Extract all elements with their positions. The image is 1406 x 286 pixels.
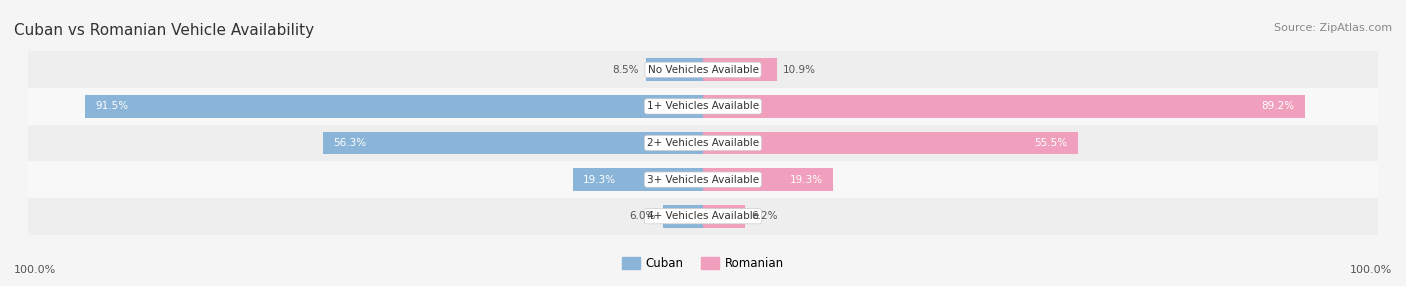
Text: No Vehicles Available: No Vehicles Available: [648, 65, 758, 75]
Bar: [703, 205, 745, 228]
Legend: Cuban, Romanian: Cuban, Romanian: [617, 252, 789, 274]
Text: 19.3%: 19.3%: [583, 175, 616, 184]
Bar: [703, 58, 776, 81]
Text: 6.2%: 6.2%: [752, 211, 778, 221]
Text: Cuban vs Romanian Vehicle Availability: Cuban vs Romanian Vehicle Availability: [14, 23, 314, 38]
Bar: [703, 132, 1077, 154]
Bar: [645, 58, 703, 81]
Text: 100.0%: 100.0%: [14, 265, 56, 275]
Bar: [28, 161, 1378, 198]
Text: 100.0%: 100.0%: [1350, 265, 1392, 275]
Text: 19.3%: 19.3%: [790, 175, 823, 184]
Bar: [662, 205, 703, 228]
Text: 55.5%: 55.5%: [1035, 138, 1067, 148]
Bar: [703, 168, 834, 191]
Bar: [28, 198, 1378, 235]
Text: 8.5%: 8.5%: [613, 65, 638, 75]
Text: 56.3%: 56.3%: [333, 138, 367, 148]
Bar: [28, 125, 1378, 161]
Bar: [703, 95, 1305, 118]
Text: 2+ Vehicles Available: 2+ Vehicles Available: [647, 138, 759, 148]
Bar: [86, 95, 703, 118]
Text: 6.0%: 6.0%: [630, 211, 655, 221]
Text: 1+ Vehicles Available: 1+ Vehicles Available: [647, 102, 759, 111]
Text: 10.9%: 10.9%: [783, 65, 817, 75]
Text: Source: ZipAtlas.com: Source: ZipAtlas.com: [1274, 23, 1392, 33]
Bar: [28, 88, 1378, 125]
Bar: [323, 132, 703, 154]
Bar: [572, 168, 703, 191]
Bar: [28, 51, 1378, 88]
Text: 89.2%: 89.2%: [1261, 102, 1295, 111]
Text: 4+ Vehicles Available: 4+ Vehicles Available: [647, 211, 759, 221]
Text: 3+ Vehicles Available: 3+ Vehicles Available: [647, 175, 759, 184]
Text: 91.5%: 91.5%: [96, 102, 129, 111]
